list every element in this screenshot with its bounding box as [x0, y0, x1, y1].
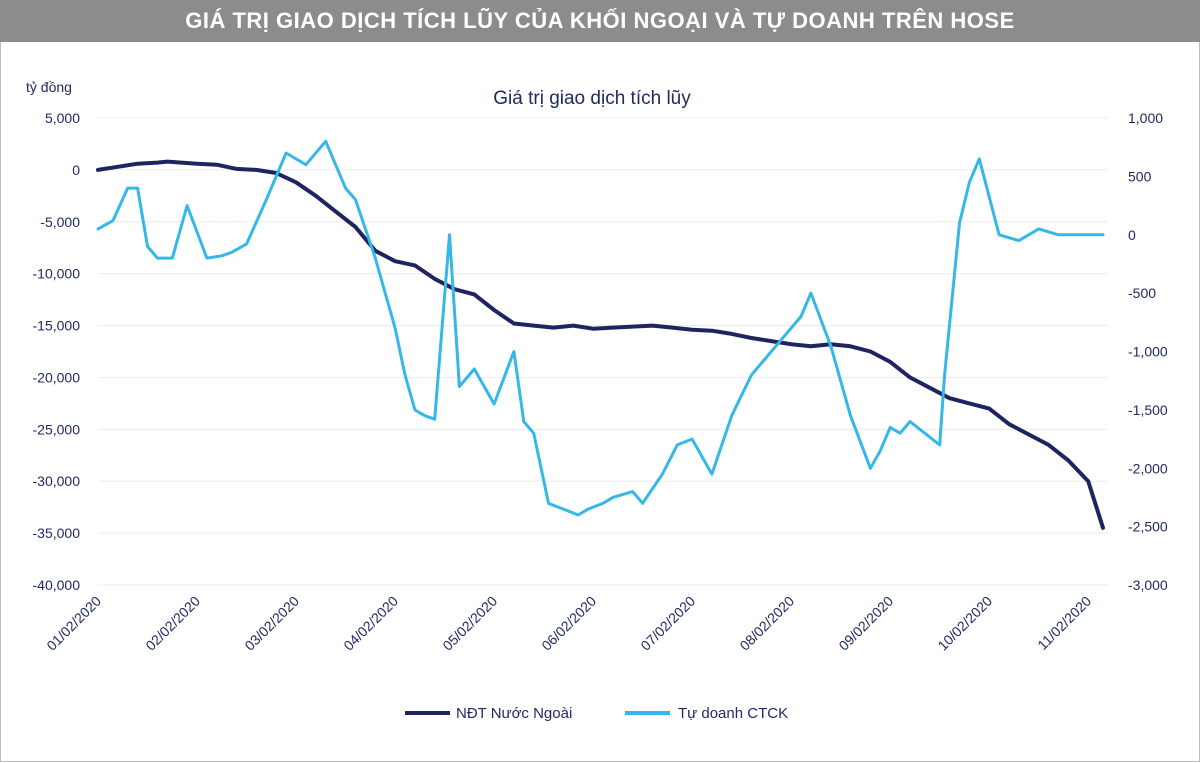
- y2-axis-ticks: 1,000 500 0 -500 -1,000 -1,500 -2,000 -2,500 -3,…: [1128, 110, 1168, 593]
- y-tick-label: -15,000: [33, 318, 81, 334]
- x-tick-label: 01/02/2020: [43, 593, 104, 654]
- series-line-foreign: [96, 159, 1105, 530]
- y-tick-label: -20,000: [33, 369, 81, 385]
- legend-label-foreign: NĐT Nước Ngoài: [456, 705, 572, 722]
- y2-tick-label: -2,000: [1128, 460, 1168, 476]
- y-tick-label: -35,000: [33, 525, 81, 541]
- y-tick-label: -10,000: [33, 266, 81, 282]
- y-tick-label: 0: [72, 162, 80, 178]
- y2-tick-label: 0: [1128, 227, 1136, 243]
- banner-title: GIÁ TRỊ GIAO DỊCH TÍCH LŨY CỦA KHỐI NGOẠ…: [0, 0, 1200, 42]
- y-tick-label: 5,000: [45, 110, 80, 126]
- series-line-proprietary: [96, 139, 1105, 517]
- y2-tick-label: -2,500: [1128, 519, 1168, 535]
- x-tick-label: 05/02/2020: [439, 593, 500, 654]
- x-tick-label: 09/02/2020: [835, 593, 896, 654]
- x-tick-label: 07/02/2020: [637, 593, 698, 654]
- y2-tick-label: -3,000: [1128, 577, 1168, 593]
- y2-tick-label: -1,500: [1128, 402, 1168, 418]
- y-axis-ticks: 5,000 0 -5,000 -10,000 -15,000 -20,000 -25,000…: [33, 110, 81, 593]
- x-tick-label: 11/02/2020: [1034, 593, 1094, 653]
- series-lines: [96, 139, 1105, 530]
- x-tick-label: 03/02/2020: [241, 593, 302, 654]
- x-tick-label: 04/02/2020: [340, 593, 401, 654]
- x-tick-label: 08/02/2020: [736, 593, 797, 654]
- y-tick-label: -30,000: [33, 473, 81, 489]
- y-tick-label: -25,000: [33, 421, 81, 437]
- y2-tick-label: -500: [1128, 285, 1156, 301]
- chart-title: Giá trị giao dịch tích lũy: [493, 88, 691, 109]
- y-tick-label: -40,000: [33, 577, 81, 593]
- y2-tick-label: 1,000: [1128, 110, 1163, 126]
- x-tick-label: 06/02/2020: [538, 593, 599, 654]
- legend: NĐT Nước Ngoài Tự doanh CTCK: [405, 705, 788, 722]
- x-tick-label: 02/02/2020: [142, 593, 203, 654]
- y-tick-label: -5,000: [40, 214, 80, 230]
- y2-tick-label: -1,000: [1128, 344, 1168, 360]
- y2-tick-label: 500: [1128, 168, 1152, 184]
- gridlines: [98, 117, 1108, 586]
- x-tick-label: 10/02/2020: [934, 593, 995, 654]
- legend-label-proprietary: Tự doanh CTCK: [678, 705, 788, 722]
- y-axis-unit-label: tỷ đồng: [26, 79, 72, 95]
- x-axis-ticks: 01/02/2020 02/02/2020 03/02/2020 04/02/2020…: [43, 593, 1094, 654]
